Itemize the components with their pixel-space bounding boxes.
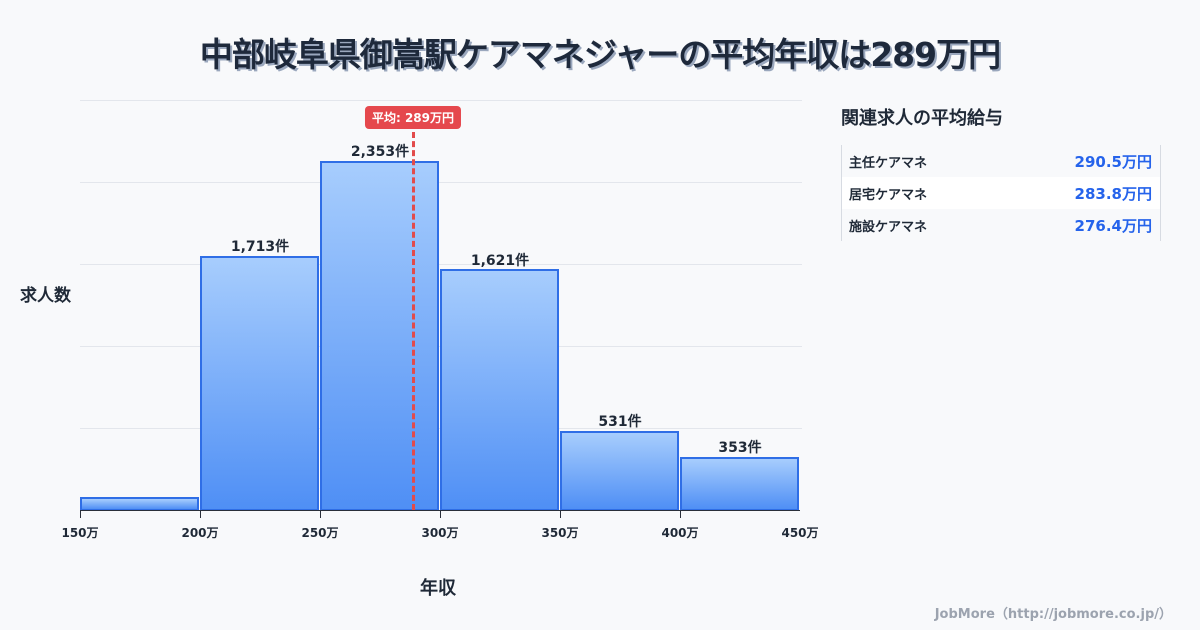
job-salary: 276.4万円	[1074, 216, 1152, 235]
x-tick	[320, 510, 321, 518]
y-axis-label: 求人数	[20, 286, 71, 306]
job-name: 施設ケアマネ	[849, 219, 928, 235]
gridline	[80, 264, 802, 265]
x-tick-label: 200万	[181, 526, 219, 540]
bar-value-label: 2,353件	[350, 144, 410, 160]
related-salary-row: 居宅ケアマネ 283.8万円	[842, 177, 1160, 209]
bar-value-label: 531件	[598, 414, 642, 430]
x-tick-label: 350万	[541, 526, 579, 540]
bar-value-label: 1,621件	[470, 253, 530, 269]
related-salary-row: 主任ケアマネ 290.5万円	[842, 145, 1160, 177]
related-salary-row: 施設ケアマネ 276.4万円	[842, 209, 1160, 241]
job-salary: 283.8万円	[1074, 184, 1152, 203]
histogram-bar	[80, 497, 199, 511]
mean-line	[412, 132, 415, 510]
related-salary-title: 関連求人の平均給与	[841, 108, 1003, 129]
x-tick	[200, 510, 201, 518]
bar-value-label: 1,713件	[230, 239, 290, 255]
x-tick-label: 150万	[61, 526, 99, 540]
histogram-bar	[200, 256, 319, 511]
page-title: 中部岐阜県御嵩駅ケアマネジャーの平均年収は289万円	[199, 35, 1001, 74]
mean-badge: 平均: 289万円	[364, 106, 462, 129]
x-tick	[440, 510, 441, 518]
x-tick	[680, 510, 681, 518]
x-tick-label: 400万	[661, 526, 699, 540]
related-salary-table: 主任ケアマネ 290.5万円 居宅ケアマネ 283.8万円 施設ケアマネ 276…	[841, 145, 1161, 241]
job-name: 主任ケアマネ	[849, 155, 928, 171]
x-tick-label: 250万	[301, 526, 339, 540]
x-tick	[560, 510, 561, 518]
gridline	[80, 182, 802, 183]
x-tick-label: 300万	[421, 526, 459, 540]
x-tick	[80, 510, 81, 518]
histogram-bar	[680, 457, 799, 511]
histogram-bar	[320, 161, 439, 511]
x-axis-label: 年収	[420, 578, 456, 599]
histogram-bar	[440, 269, 559, 511]
bar-value-label: 353件	[718, 440, 762, 456]
footer-credit: JobMore（http://jobmore.co.jp/）	[934, 607, 1172, 622]
job-name: 居宅ケアマネ	[849, 187, 928, 203]
histogram-chart: 求人数 1,713件 2,353件 1,621件 531件 353件 平均: 2…	[20, 100, 819, 599]
x-tick-label: 450万	[781, 526, 819, 540]
job-salary: 290.5万円	[1074, 152, 1152, 171]
gridline	[80, 100, 802, 101]
histogram-bar	[560, 431, 679, 511]
